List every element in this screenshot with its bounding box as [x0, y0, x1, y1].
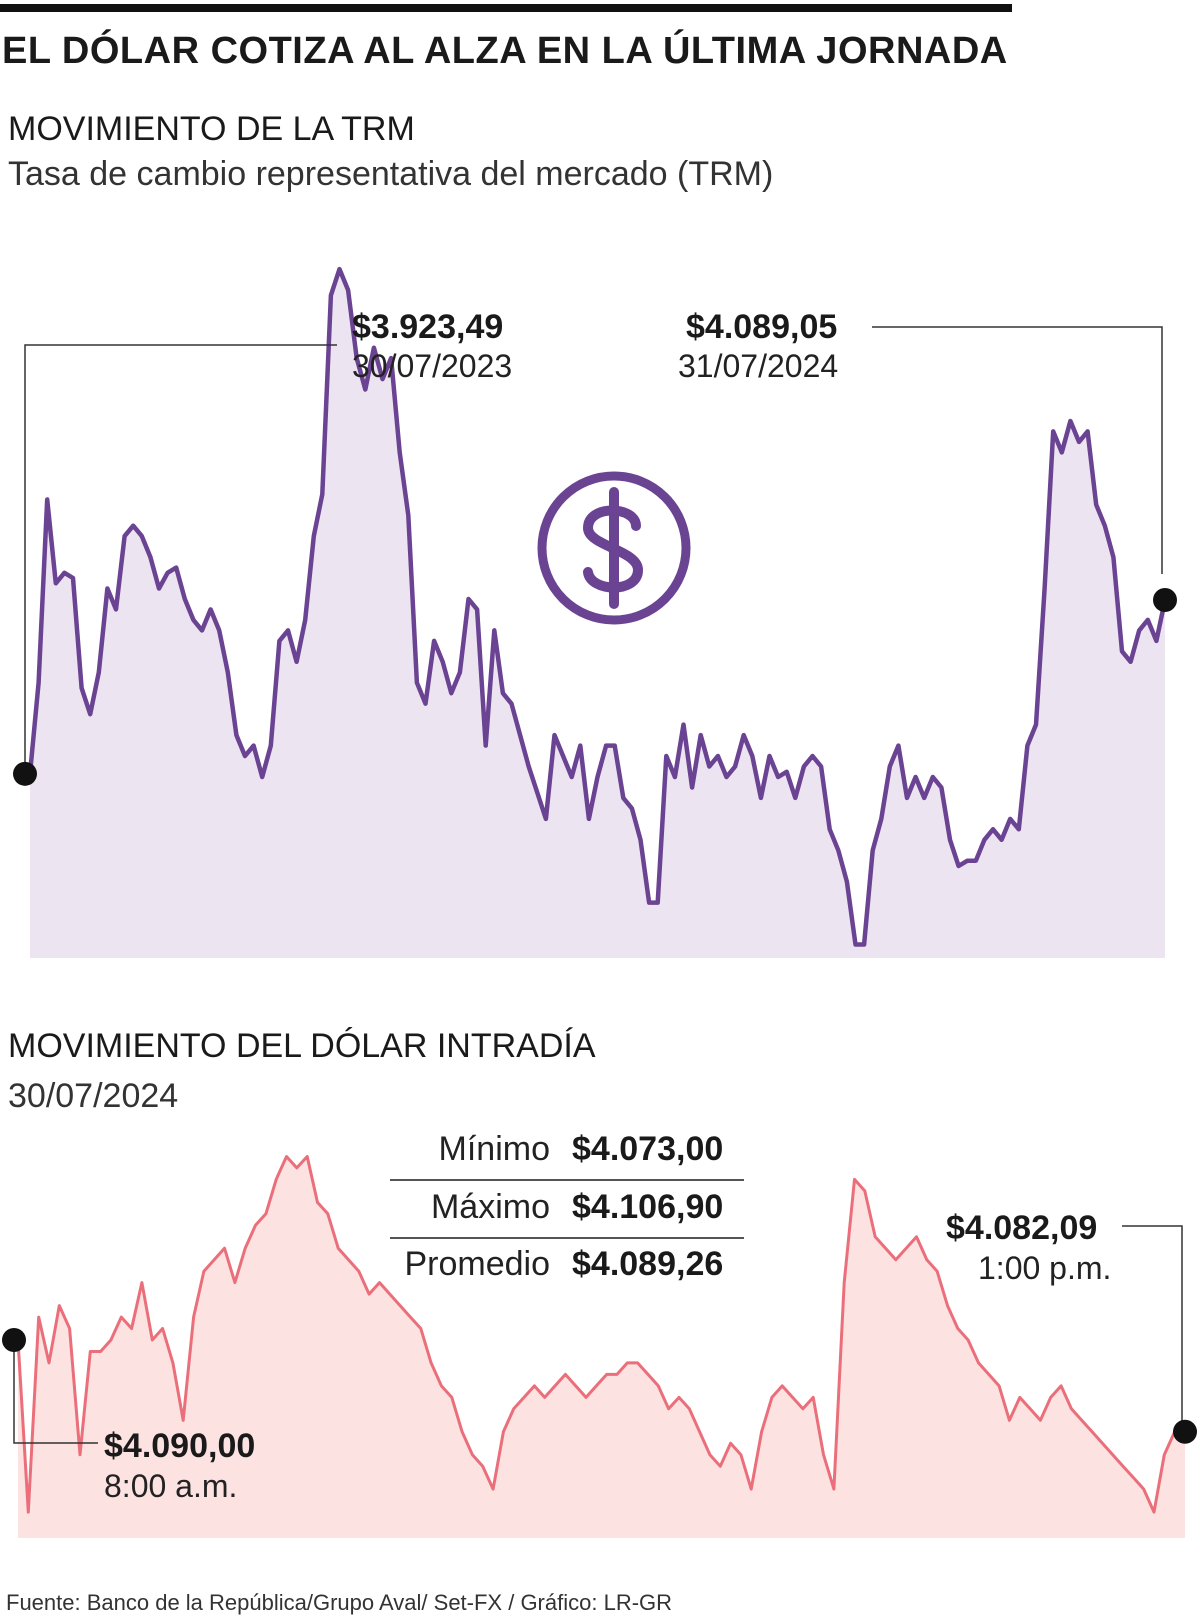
- trm-start-date: 30/07/2023: [352, 348, 513, 384]
- stat-min-label: Mínimo: [438, 1130, 550, 1168]
- intraday-end-leader: [1122, 1225, 1183, 1427]
- trm-subtitle: Tasa de cambio representativa del mercad…: [8, 155, 774, 193]
- intraday-line: [16, 1155, 1185, 1514]
- intraday-start-value: $4.090,00: [104, 1427, 256, 1465]
- stats-divider: [390, 1179, 744, 1181]
- trm-end-leader: [872, 326, 1163, 574]
- page-title: EL DÓLAR COTIZA AL ALZA EN LA ÚLTIMA JOR…: [2, 30, 1008, 72]
- stat-avg-row: Promedio $4.089,26: [390, 1245, 723, 1284]
- intraday-end-marker: [1173, 1419, 1197, 1444]
- intraday-section-title: MOVIMIENTO DEL DÓLAR INTRADÍA: [8, 1027, 596, 1065]
- intraday-date: 30/07/2024: [8, 1077, 179, 1115]
- intraday-end-time: 1:00 p.m.: [978, 1250, 1112, 1286]
- trm-section-title: MOVIMIENTO DE LA TRM: [8, 110, 415, 148]
- top-rule: [0, 4, 1012, 12]
- stat-max-label: Máximo: [430, 1188, 550, 1226]
- stat-max-row: Máximo $4.106,90: [390, 1188, 723, 1227]
- trm-area: [30, 269, 1165, 959]
- stats-divider: [390, 1237, 744, 1239]
- intraday-start-leader: [13, 1341, 98, 1444]
- trm-line: [27, 266, 1168, 947]
- trm-end-value: $4.089,05: [686, 308, 838, 346]
- intraday-area: [18, 1156, 1185, 1538]
- stat-avg-value: $4.089,26: [572, 1245, 724, 1283]
- stat-avg-label: Promedio: [404, 1245, 550, 1283]
- stat-min-value: $4.073,00: [572, 1130, 724, 1168]
- intraday-end-value: $4.082,09: [946, 1209, 1098, 1247]
- dollar-circle-icon: [537, 471, 691, 625]
- intraday-start-marker: [2, 1328, 26, 1352]
- source-note: Fuente: Banco de la República/Grupo Aval…: [6, 1590, 673, 1615]
- trm-start-value: $3.923,49: [352, 308, 504, 346]
- trm-end-marker: [1153, 588, 1177, 613]
- trm-chart: [13, 266, 1177, 959]
- stat-max-value: $4.106,90: [572, 1188, 724, 1226]
- trm-end-date: 31/07/2024: [678, 348, 839, 384]
- trm-start-leader: [24, 344, 337, 767]
- intraday-start-time: 8:00 a.m.: [104, 1468, 238, 1504]
- stat-min-row: Mínimo $4.073,00: [390, 1130, 724, 1169]
- trm-start-marker: [13, 761, 37, 786]
- intraday-chart: [2, 1155, 1197, 1538]
